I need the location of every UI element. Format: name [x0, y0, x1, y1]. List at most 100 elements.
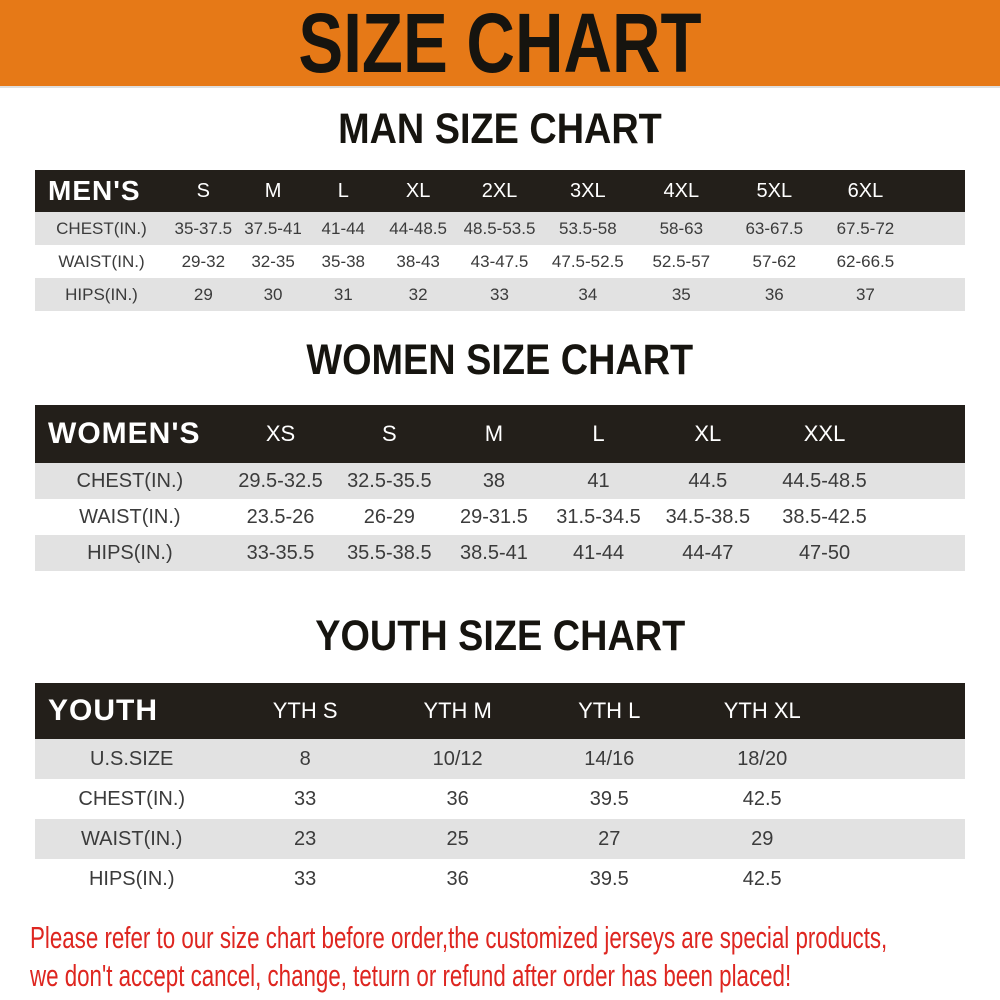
size-value: 38.5-41: [460, 541, 528, 564]
size-value: 32-35: [251, 251, 295, 271]
column-header: S: [381, 421, 397, 446]
column-header: L: [337, 179, 349, 202]
disclaimer-line-2: we don't accept cancel, change, teturn o…: [30, 958, 792, 993]
spacer-cell: [911, 278, 965, 311]
column-header: M: [264, 179, 282, 202]
spacer-cell: [839, 779, 965, 819]
size-value: 41: [587, 469, 610, 492]
size-value: 35-37.5: [174, 218, 233, 238]
size-value: 31.5-34.5: [556, 505, 641, 528]
size-value: 33: [490, 284, 509, 304]
size-value: 43-47.5: [470, 251, 529, 271]
size-value: 62-66.5: [836, 251, 895, 271]
man-section-title-text: MAN SIZE CHART: [338, 105, 662, 153]
column-header: XL: [694, 421, 722, 446]
spacer-cell: [885, 405, 965, 463]
size-value: 37.5-41: [244, 218, 302, 238]
size-value: 34.5-38.5: [665, 505, 751, 528]
column-header: YTH XL: [723, 698, 801, 723]
size-value: 35.5-38.5: [347, 541, 432, 564]
spacer-cell: [885, 499, 965, 535]
youth-header-label: YOUTH: [48, 694, 158, 727]
spacer-cell: [885, 535, 965, 571]
column-header: 2XL: [481, 179, 518, 202]
spacer-cell: [911, 170, 965, 212]
youth-hips-row: HIPS(IN.) 33 36 39.5 42.5: [35, 859, 965, 899]
row-label: CHEST(IN.): [56, 218, 147, 238]
size-value: 25: [446, 827, 469, 850]
size-value: 32: [408, 284, 428, 304]
size-value: 57-62: [752, 251, 797, 271]
spacer-cell: [839, 859, 965, 899]
column-header: 6XL: [847, 179, 884, 202]
size-value: 44.5-48.5: [782, 469, 867, 492]
women-section-title: WOMEN SIZE CHART: [0, 337, 1000, 383]
column-header: 3XL: [570, 179, 606, 202]
size-value: 36: [764, 284, 784, 304]
size-value: 32.5-35.5: [347, 469, 432, 492]
size-value: 29-32: [181, 251, 226, 271]
spacer-cell: [839, 819, 965, 859]
women-section-title-text: WOMEN SIZE CHART: [306, 336, 694, 384]
size-value: 39.5: [589, 867, 629, 890]
size-value: 35-38: [321, 251, 366, 271]
size-value: 35: [671, 284, 691, 304]
youth-ussize-row: U.S.SIZE 8 10/12 14/16 18/20: [35, 739, 965, 779]
man-chest-row: CHEST(IN.) 35-37.5 37.5-41 41-44 44-48.5…: [35, 212, 965, 245]
youth-section-title-text: YOUTH SIZE CHART: [314, 612, 685, 660]
man-section-title: MAN SIZE CHART: [0, 106, 1000, 152]
banner: SIZE CHART: [0, 0, 1000, 88]
size-value: 29-31.5: [460, 505, 528, 528]
column-header: 5XL: [756, 179, 793, 202]
column-header: YTH S: [272, 698, 338, 723]
youth-section-title: YOUTH SIZE CHART: [0, 613, 1000, 659]
size-value: 41-44: [572, 541, 625, 564]
size-value: 29.5-32.5: [238, 469, 323, 492]
disclaimer-line-1: Please refer to our size chart before or…: [30, 920, 888, 955]
size-value: 47-50: [798, 541, 851, 564]
size-value: 38-43: [396, 251, 440, 271]
column-header: M: [484, 421, 504, 446]
column-header: S: [196, 179, 210, 202]
row-label: HIPS(IN.): [88, 867, 175, 890]
women-waist-row: WAIST(IN.) 23.5-26 26-29 29-31.5 31.5-34…: [35, 499, 965, 535]
row-label: HIPS(IN.): [87, 541, 173, 564]
column-header: XL: [405, 179, 431, 202]
size-value: 47.5-52.5: [551, 251, 624, 271]
spacer-cell: [839, 683, 965, 739]
spacer-cell: [839, 739, 965, 779]
disclaimer: Please refer to our size chart before or…: [30, 919, 1000, 995]
women-header-row: WOMEN'S XS S M L XL XXL: [35, 405, 965, 463]
row-label: CHEST(IN.): [76, 469, 184, 492]
size-value: 36: [446, 867, 469, 890]
youth-header-row: YOUTH YTH S YTH M YTH L YTH XL: [35, 683, 965, 739]
row-label: HIPS(IN.): [65, 284, 138, 304]
size-value: 27: [598, 827, 621, 850]
size-value: 38.5-42.5: [782, 505, 867, 528]
column-header: XXL: [803, 421, 846, 446]
size-value: 38: [482, 469, 506, 492]
size-value: 53.5-58: [559, 218, 617, 238]
size-value: 39.5: [589, 787, 629, 810]
banner-title: SIZE CHART: [298, 0, 702, 90]
man-size-table: MEN'S S M L XL 2XL 3XL 4XL 5XL 6XL CHEST…: [35, 170, 965, 311]
women-hips-row: HIPS(IN.) 33-35.5 35.5-38.5 38.5-41 41-4…: [35, 535, 965, 571]
size-value: 29: [751, 827, 774, 850]
size-value: 23: [294, 827, 317, 850]
size-value: 30: [263, 284, 283, 304]
column-header: YTH L: [578, 698, 641, 723]
man-header-label: MEN'S: [48, 175, 141, 206]
youth-waist-row: WAIST(IN.) 23 25 27 29: [35, 819, 965, 859]
size-value: 14/16: [584, 747, 635, 770]
size-value: 42.5: [742, 867, 782, 890]
row-label: WAIST(IN.): [80, 827, 183, 850]
women-size-table: WOMEN'S XS S M L XL XXL CHEST(IN.) 29.5-…: [35, 405, 965, 571]
size-value: 33-35.5: [246, 541, 315, 564]
size-value: 33: [294, 787, 317, 810]
size-value: 8: [299, 747, 311, 770]
column-header: XS: [265, 421, 296, 446]
size-value: 29: [193, 284, 213, 304]
size-value: 37: [855, 284, 875, 304]
youth-size-table: YOUTH YTH S YTH M YTH L YTH XL U.S.SIZE …: [35, 683, 965, 899]
size-value: 44-47: [682, 541, 734, 564]
